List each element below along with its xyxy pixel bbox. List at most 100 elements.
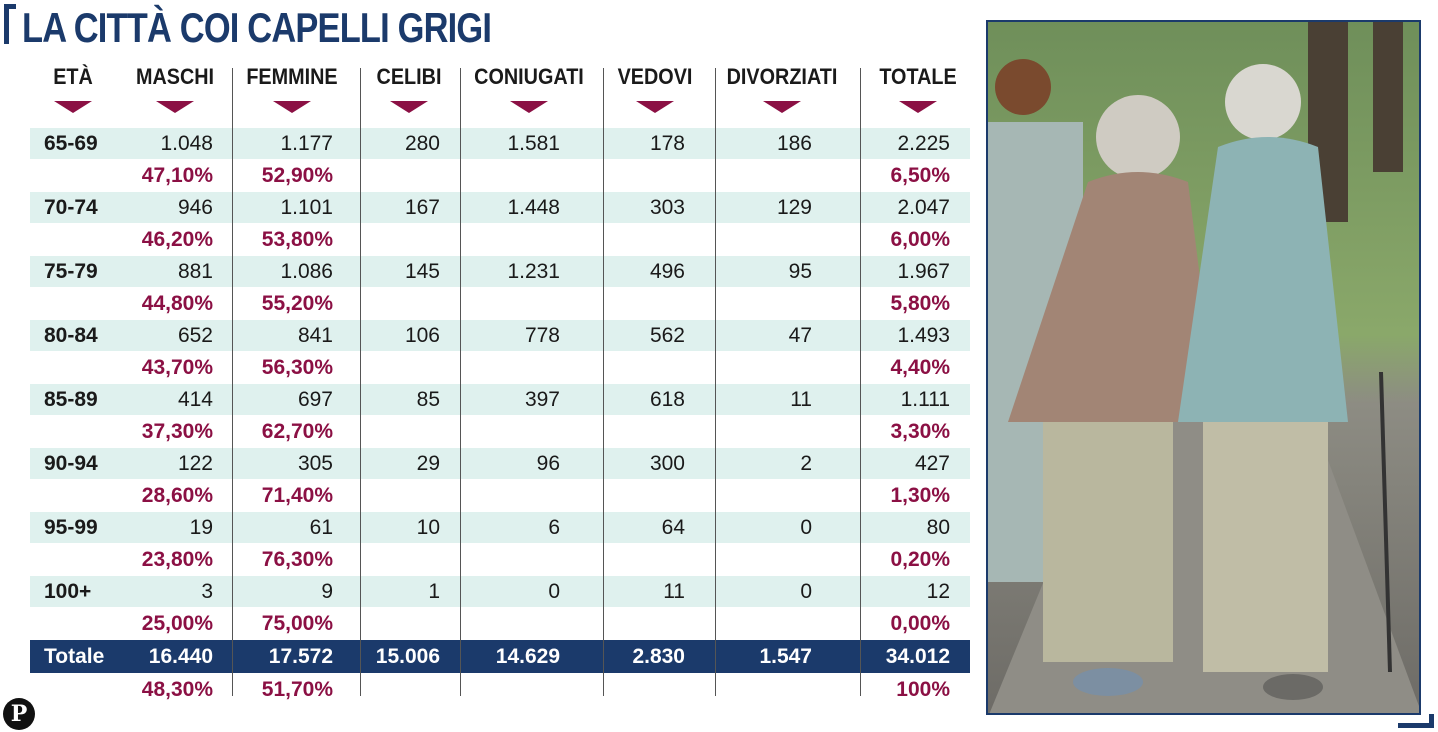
value-cell: 2.047 (897, 196, 950, 219)
value-cell: 61 (309, 516, 333, 539)
value-cell: 778 (524, 324, 560, 347)
corner-bracket-bottom-right (1398, 714, 1434, 728)
age-label: 65-69 (44, 132, 98, 155)
value-cell: 881 (177, 260, 213, 283)
age-label: 85-89 (44, 388, 98, 411)
total-pct-femmine: 51,70% (261, 678, 333, 701)
total-value: 2.830 (632, 645, 685, 668)
value-cell: 1.086 (280, 260, 333, 283)
value-cell: 167 (404, 196, 440, 219)
pct-femmine: 52,90% (261, 164, 333, 187)
value-cell: 562 (649, 324, 685, 347)
pct-totale: 6,50% (890, 164, 950, 187)
column-divider (603, 68, 604, 696)
value-cell: 1.177 (280, 132, 333, 155)
value-cell: 652 (177, 324, 213, 347)
row-band (30, 576, 970, 607)
value-cell: 414 (177, 388, 213, 411)
pct-totale: 6,00% (890, 228, 950, 251)
value-cell: 11 (790, 388, 812, 411)
pct-totale: 4,40% (890, 356, 950, 379)
row-band (30, 256, 970, 287)
pct-totale: 0,00% (890, 612, 950, 635)
total-pct-totale: 100% (896, 678, 950, 701)
age-label: 95-99 (44, 516, 98, 539)
total-pct-maschi: 48,30% (141, 678, 213, 701)
down-arrow-icon (273, 101, 311, 113)
value-cell: 6 (548, 516, 560, 539)
row-band (30, 320, 970, 351)
value-cell: 397 (524, 388, 560, 411)
row-band (30, 192, 970, 223)
value-cell: 1.101 (280, 196, 333, 219)
value-cell: 1.448 (507, 196, 560, 219)
pct-maschi: 23,80% (141, 548, 213, 571)
value-cell: 129 (776, 196, 812, 219)
value-cell: 0 (548, 580, 560, 603)
down-arrow-icon (156, 101, 194, 113)
value-cell: 178 (649, 132, 685, 155)
value-cell: 618 (649, 388, 685, 411)
total-value: 16.440 (148, 645, 213, 668)
column-divider (715, 68, 716, 696)
pct-femmine: 53,80% (261, 228, 333, 251)
value-cell: 122 (177, 452, 213, 475)
down-arrow-icon (763, 101, 801, 113)
value-cell: 697 (297, 388, 333, 411)
value-cell: 1.967 (897, 260, 950, 283)
row-band (30, 128, 970, 159)
value-cell: 303 (649, 196, 685, 219)
pct-maschi: 25,00% (141, 612, 213, 635)
column-header: FEMMINE (246, 64, 338, 89)
column-divider (860, 68, 861, 696)
total-band (30, 640, 970, 673)
down-arrow-icon (510, 101, 548, 113)
value-cell: 1.231 (507, 260, 560, 283)
value-cell: 1.493 (897, 324, 950, 347)
column-header: VEDOVI (617, 64, 693, 89)
logo-letter: P (10, 701, 28, 727)
corner-bracket-top-left (4, 4, 16, 44)
value-cell: 19 (189, 516, 213, 539)
value-cell: 1.581 (507, 132, 560, 155)
page-title: LA CITTÀ COI CAPELLI GRIGI (22, 4, 492, 51)
value-cell: 305 (297, 452, 333, 475)
total-value: 15.006 (375, 645, 440, 668)
value-cell: 9 (321, 580, 333, 603)
pct-totale: 0,20% (890, 548, 950, 571)
pct-totale: 5,80% (890, 292, 950, 315)
age-label: 70-74 (44, 196, 98, 219)
value-cell: 0 (800, 516, 812, 539)
age-label: 100+ (44, 580, 92, 603)
pct-maschi: 44,80% (141, 292, 213, 315)
down-arrow-icon (54, 101, 92, 113)
down-arrow-icon (636, 101, 674, 113)
value-cell: 427 (914, 452, 950, 475)
row-band (30, 448, 970, 479)
pct-maschi: 43,70% (141, 356, 213, 379)
pct-femmine: 75,00% (261, 612, 333, 635)
value-cell: 2.225 (897, 132, 950, 155)
publisher-logo: P (3, 698, 35, 730)
value-cell: 841 (297, 324, 333, 347)
column-header: CONIUGATI (474, 64, 584, 89)
value-cell: 3 (201, 580, 213, 603)
row-band (30, 384, 970, 415)
value-cell: 85 (416, 388, 440, 411)
column-header: MASCHI (135, 64, 215, 89)
pct-maschi: 28,60% (141, 484, 213, 507)
total-value: 34.012 (885, 645, 950, 668)
pct-femmine: 76,30% (261, 548, 333, 571)
column-divider (360, 68, 361, 696)
value-cell: 29 (416, 452, 440, 475)
column-divider (232, 68, 233, 696)
value-cell: 186 (776, 132, 812, 155)
pct-maschi: 47,10% (141, 164, 213, 187)
value-cell: 496 (649, 260, 685, 283)
value-cell: 95 (788, 260, 812, 283)
value-cell: 47 (788, 324, 812, 347)
pct-femmine: 56,30% (261, 356, 333, 379)
total-value: 1.547 (759, 645, 812, 668)
row-band (30, 512, 970, 543)
value-cell: 280 (404, 132, 440, 155)
